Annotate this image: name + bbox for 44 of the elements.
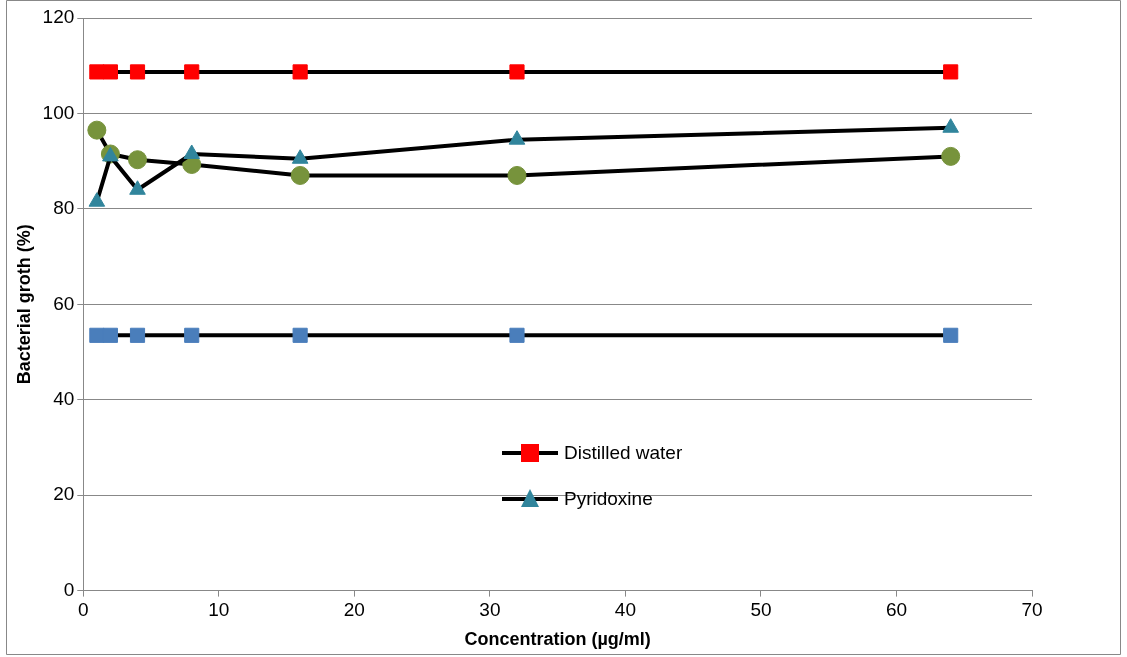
y-tick-label: 20: [53, 483, 75, 505]
point: [941, 146, 961, 166]
point: [88, 192, 106, 207]
x-axis-title: Concentration (µg/ml): [464, 629, 651, 650]
x-tick-label: 0: [78, 599, 89, 621]
y-tick-label: 120: [42, 6, 75, 28]
point: [509, 64, 525, 80]
y-tick-label: 100: [42, 101, 75, 123]
y-tick-label: 40: [53, 387, 75, 409]
point: [129, 64, 146, 80]
point: [942, 118, 959, 133]
point: [184, 64, 200, 80]
y-tick-label: 0: [63, 578, 75, 600]
point: [129, 180, 146, 195]
point: [128, 150, 148, 170]
point: [87, 120, 107, 140]
point: [943, 327, 959, 343]
point: [509, 327, 525, 343]
point: [508, 130, 526, 145]
point: [89, 327, 105, 343]
point: [184, 327, 200, 343]
x-tick-label: 30: [479, 599, 501, 621]
x-tick-label: 20: [343, 599, 365, 621]
point: [129, 327, 146, 343]
x-tick-label: 60: [885, 599, 908, 621]
point: [507, 165, 527, 185]
point: [290, 165, 310, 185]
y-tick-label: 80: [53, 197, 75, 219]
x-tick-label: 40: [614, 599, 636, 621]
legend-label: Pyridoxine: [564, 488, 653, 510]
x-tick-label: 70: [1021, 599, 1043, 621]
point: [89, 64, 105, 80]
point: [292, 327, 308, 343]
point: [102, 64, 118, 80]
x-tick-label: 10: [208, 599, 230, 621]
y-axis-title: Bacterial groth (%): [13, 224, 34, 385]
y-tick-label: 60: [53, 292, 75, 314]
x-tick-label: 50: [750, 599, 772, 621]
point: [291, 149, 309, 164]
point: [102, 327, 118, 343]
legend-label: Distilled water: [564, 442, 683, 464]
point: [943, 64, 959, 80]
point: [183, 144, 201, 159]
point: [292, 64, 308, 80]
